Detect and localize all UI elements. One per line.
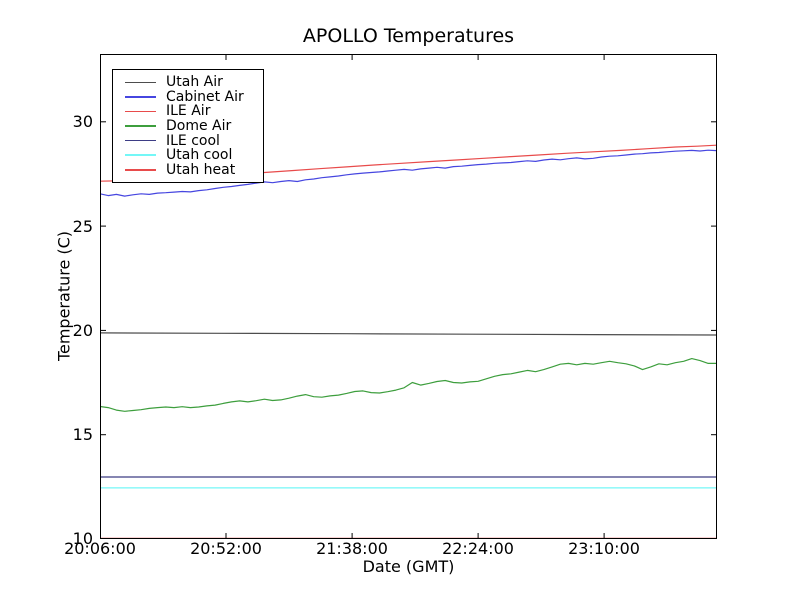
y-tick-label: 25 [72,217,93,236]
legend-item: ILE Air [113,104,263,119]
x-tick-label: 23:10:00 [568,539,640,558]
legend-label: Cabinet Air [166,88,244,105]
series-dome-air [100,358,717,412]
legend-item: Dome Air [113,119,263,134]
legend-line-swatch [125,81,156,84]
legend-item: Cabinet Air [113,90,263,105]
legend-line-swatch [125,169,156,171]
legend-line-swatch [125,154,156,157]
legend-label: Utah heat [166,161,236,178]
legend-item: Utah cool [113,148,263,163]
legend-label: ILE Air [166,103,211,120]
legend-line-swatch [125,125,156,127]
series-utah-air [100,332,717,336]
y-tick-label: 15 [72,425,93,444]
legend-line-swatch [125,110,156,113]
x-axis-label: Date (GMT) [362,557,455,576]
legend-line-swatch [125,139,156,142]
x-tick-label: 21:38:00 [316,539,388,558]
legend-item: ILE cool [113,133,263,148]
x-tick-label: 20:06:00 [64,539,136,558]
legend-label: Utah cool [166,147,233,164]
x-tick-label: 20:52:00 [190,539,262,558]
plot-spines [100,54,717,539]
x-tick-label: 22:24:00 [442,539,514,558]
y-tick-label: 10 [72,529,93,548]
series-cabinet-air [100,149,717,197]
legend: Utah Air Cabinet Air ILE Air Dome Air IL… [112,69,264,183]
legend-item: Utah Air [113,75,263,90]
legend-label: ILE cool [166,132,220,149]
legend-line-swatch [125,96,156,98]
legend-item: Utah heat [113,163,263,178]
y-tick-label: 20 [72,321,93,340]
y-tick-label: 30 [72,112,93,131]
y-axis-label: Temperature (C) [54,230,74,362]
legend-label: Dome Air [166,118,232,135]
plot-canvas [100,54,717,539]
chart-title: APOLLO Temperatures [302,25,515,47]
legend-label: Utah Air [166,74,223,91]
